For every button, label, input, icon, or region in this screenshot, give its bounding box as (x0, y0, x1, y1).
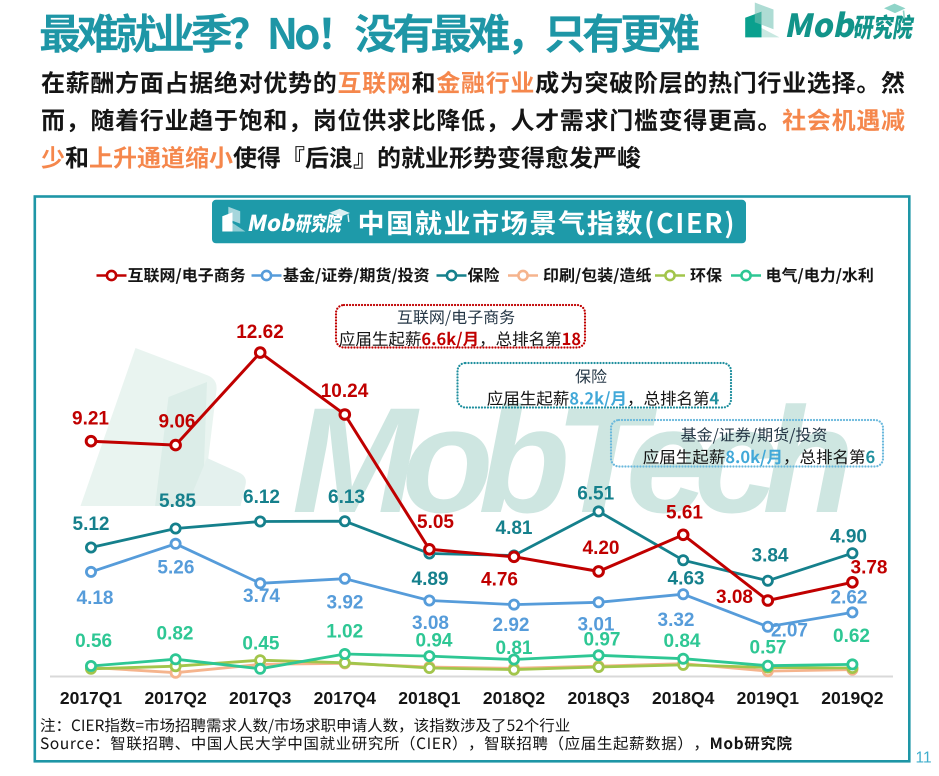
svg-text:2017Q2: 2017Q2 (144, 688, 207, 708)
svg-text:9.21: 9.21 (72, 408, 109, 429)
svg-text:2.07: 2.07 (771, 620, 808, 641)
svg-text:0.57: 0.57 (750, 637, 787, 658)
svg-text:2017Q1: 2017Q1 (60, 688, 123, 708)
svg-text:2017Q4: 2017Q4 (314, 688, 377, 708)
svg-text:3.78: 3.78 (851, 557, 888, 578)
svg-text:5.85: 5.85 (159, 491, 196, 512)
svg-text:0.81: 0.81 (496, 638, 533, 659)
svg-text:5.26: 5.26 (157, 557, 194, 578)
svg-text:0.45: 0.45 (242, 634, 279, 655)
svg-text:2018Q4: 2018Q4 (652, 688, 715, 708)
svg-text:5.61: 5.61 (666, 502, 703, 523)
svg-text:0.56: 0.56 (75, 631, 112, 652)
svg-text:3.84: 3.84 (752, 545, 789, 566)
svg-text:4.20: 4.20 (583, 538, 620, 559)
svg-text:2017Q3: 2017Q3 (229, 688, 292, 708)
svg-text:2019Q2: 2019Q2 (821, 688, 884, 708)
svg-text:9.06: 9.06 (159, 412, 196, 433)
svg-text:6.12: 6.12 (243, 487, 280, 508)
svg-text:4.76: 4.76 (481, 569, 518, 590)
svg-text:6.51: 6.51 (577, 484, 614, 505)
svg-text:0.82: 0.82 (157, 624, 194, 645)
svg-text:3.01: 3.01 (578, 614, 615, 635)
svg-text:12.62: 12.62 (236, 322, 284, 343)
svg-text:0.94: 0.94 (416, 630, 453, 651)
svg-text:2019Q1: 2019Q1 (737, 688, 800, 708)
svg-text:0.97: 0.97 (584, 629, 621, 650)
svg-text:3.92: 3.92 (327, 592, 364, 613)
svg-text:3.08: 3.08 (716, 587, 753, 608)
svg-text:5.12: 5.12 (73, 514, 110, 535)
svg-text:2018Q3: 2018Q3 (567, 688, 630, 708)
svg-text:3.08: 3.08 (412, 613, 449, 634)
svg-text:11: 11 (916, 750, 932, 767)
svg-text:2.92: 2.92 (493, 615, 530, 636)
svg-text:1.02: 1.02 (326, 622, 363, 643)
svg-text:4.89: 4.89 (412, 569, 449, 590)
svg-text:4.18: 4.18 (77, 588, 114, 609)
svg-text:2018Q1: 2018Q1 (398, 688, 461, 708)
svg-text:10.24: 10.24 (321, 381, 369, 402)
svg-text:6.13: 6.13 (328, 487, 365, 508)
svg-text:3.74: 3.74 (243, 586, 280, 607)
svg-text:4.90: 4.90 (830, 526, 867, 547)
svg-text:3.32: 3.32 (658, 610, 695, 631)
svg-text:0.84: 0.84 (664, 631, 701, 652)
svg-text:4.63: 4.63 (668, 568, 705, 589)
svg-text:4.81: 4.81 (496, 518, 533, 539)
svg-text:2.62: 2.62 (831, 587, 868, 608)
svg-text:2018Q2: 2018Q2 (483, 688, 546, 708)
svg-text:5.05: 5.05 (417, 512, 454, 533)
svg-text:0.62: 0.62 (833, 626, 870, 647)
